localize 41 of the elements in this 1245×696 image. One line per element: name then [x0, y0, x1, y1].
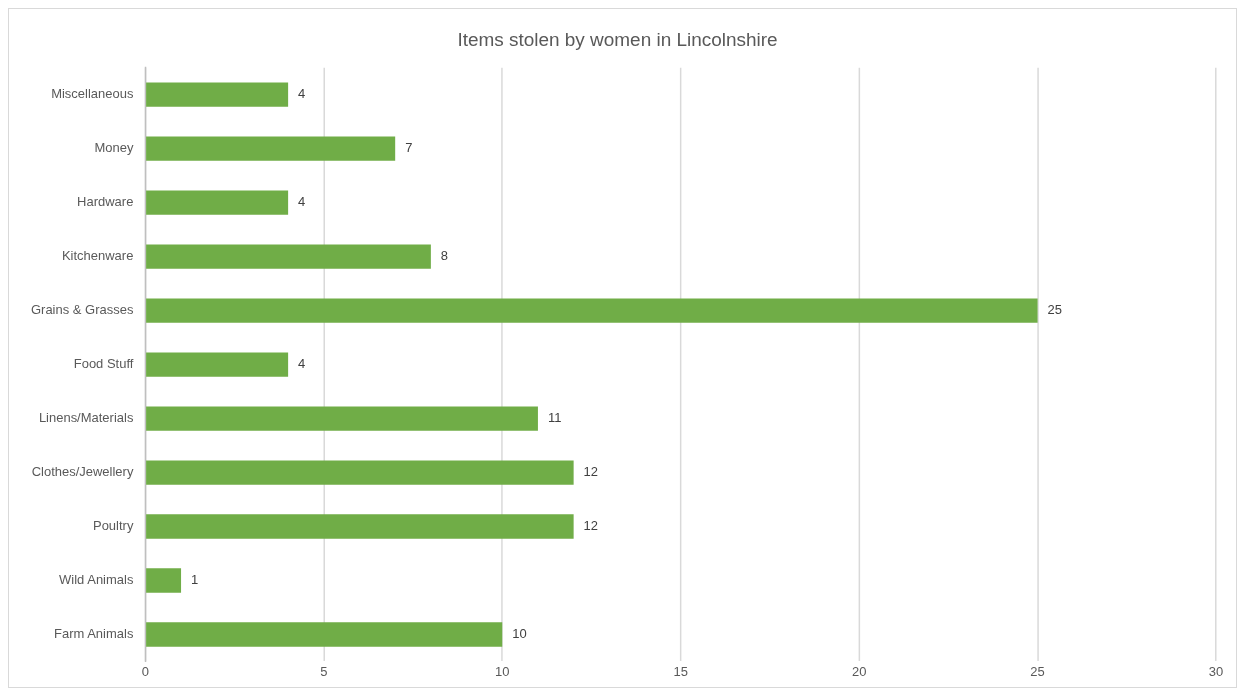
bar — [146, 244, 431, 269]
bar — [146, 460, 574, 485]
data-label: 4 — [298, 86, 306, 102]
bar — [146, 136, 396, 161]
y-tick-label: Kitchenware — [61, 248, 134, 264]
data-label: 7 — [405, 140, 413, 156]
y-tick-label: Poultry — [92, 518, 134, 534]
x-tick-label: 30 — [1208, 663, 1224, 679]
data-label: 11 — [547, 410, 562, 426]
bar — [146, 352, 289, 377]
data-label: 8 — [440, 248, 449, 264]
y-tick-label: Hardware — [77, 194, 134, 210]
data-label: 4 — [298, 356, 306, 372]
bar — [146, 190, 289, 215]
y-tick-label: Food Stuff — [73, 356, 134, 372]
x-tick-label: 5 — [320, 663, 328, 679]
x-tick-label: 10 — [495, 663, 510, 679]
y-tick-label: Wild Animals — [59, 572, 134, 588]
data-label: 10 — [512, 626, 527, 642]
y-tick-label: Linens/Materials — [38, 410, 134, 426]
bar — [146, 514, 574, 539]
y-tick-label: Grains & Grasses — [30, 302, 134, 318]
bar — [146, 82, 289, 107]
data-label: 4 — [298, 194, 306, 210]
y-tick-label: Money — [94, 140, 134, 156]
y-tick-label: Clothes/Jewellery — [31, 464, 134, 480]
x-tick-label: 20 — [851, 663, 867, 679]
x-tick-label: 0 — [141, 663, 149, 679]
data-label: 12 — [583, 518, 599, 534]
bar — [146, 298, 1038, 323]
bar — [146, 622, 503, 647]
x-tick-label: 15 — [673, 663, 688, 679]
chart-title: Items stolen by women in Lincolnshire — [457, 28, 778, 50]
x-tick-label: 25 — [1030, 663, 1045, 679]
data-label: 1 — [191, 572, 199, 588]
data-label: 25 — [1047, 302, 1063, 318]
bar — [146, 568, 182, 593]
bar — [146, 406, 538, 431]
y-tick-label: Miscellaneous — [51, 86, 134, 102]
y-tick-label: Farm Animals — [54, 626, 134, 642]
data-label: 12 — [583, 464, 599, 480]
